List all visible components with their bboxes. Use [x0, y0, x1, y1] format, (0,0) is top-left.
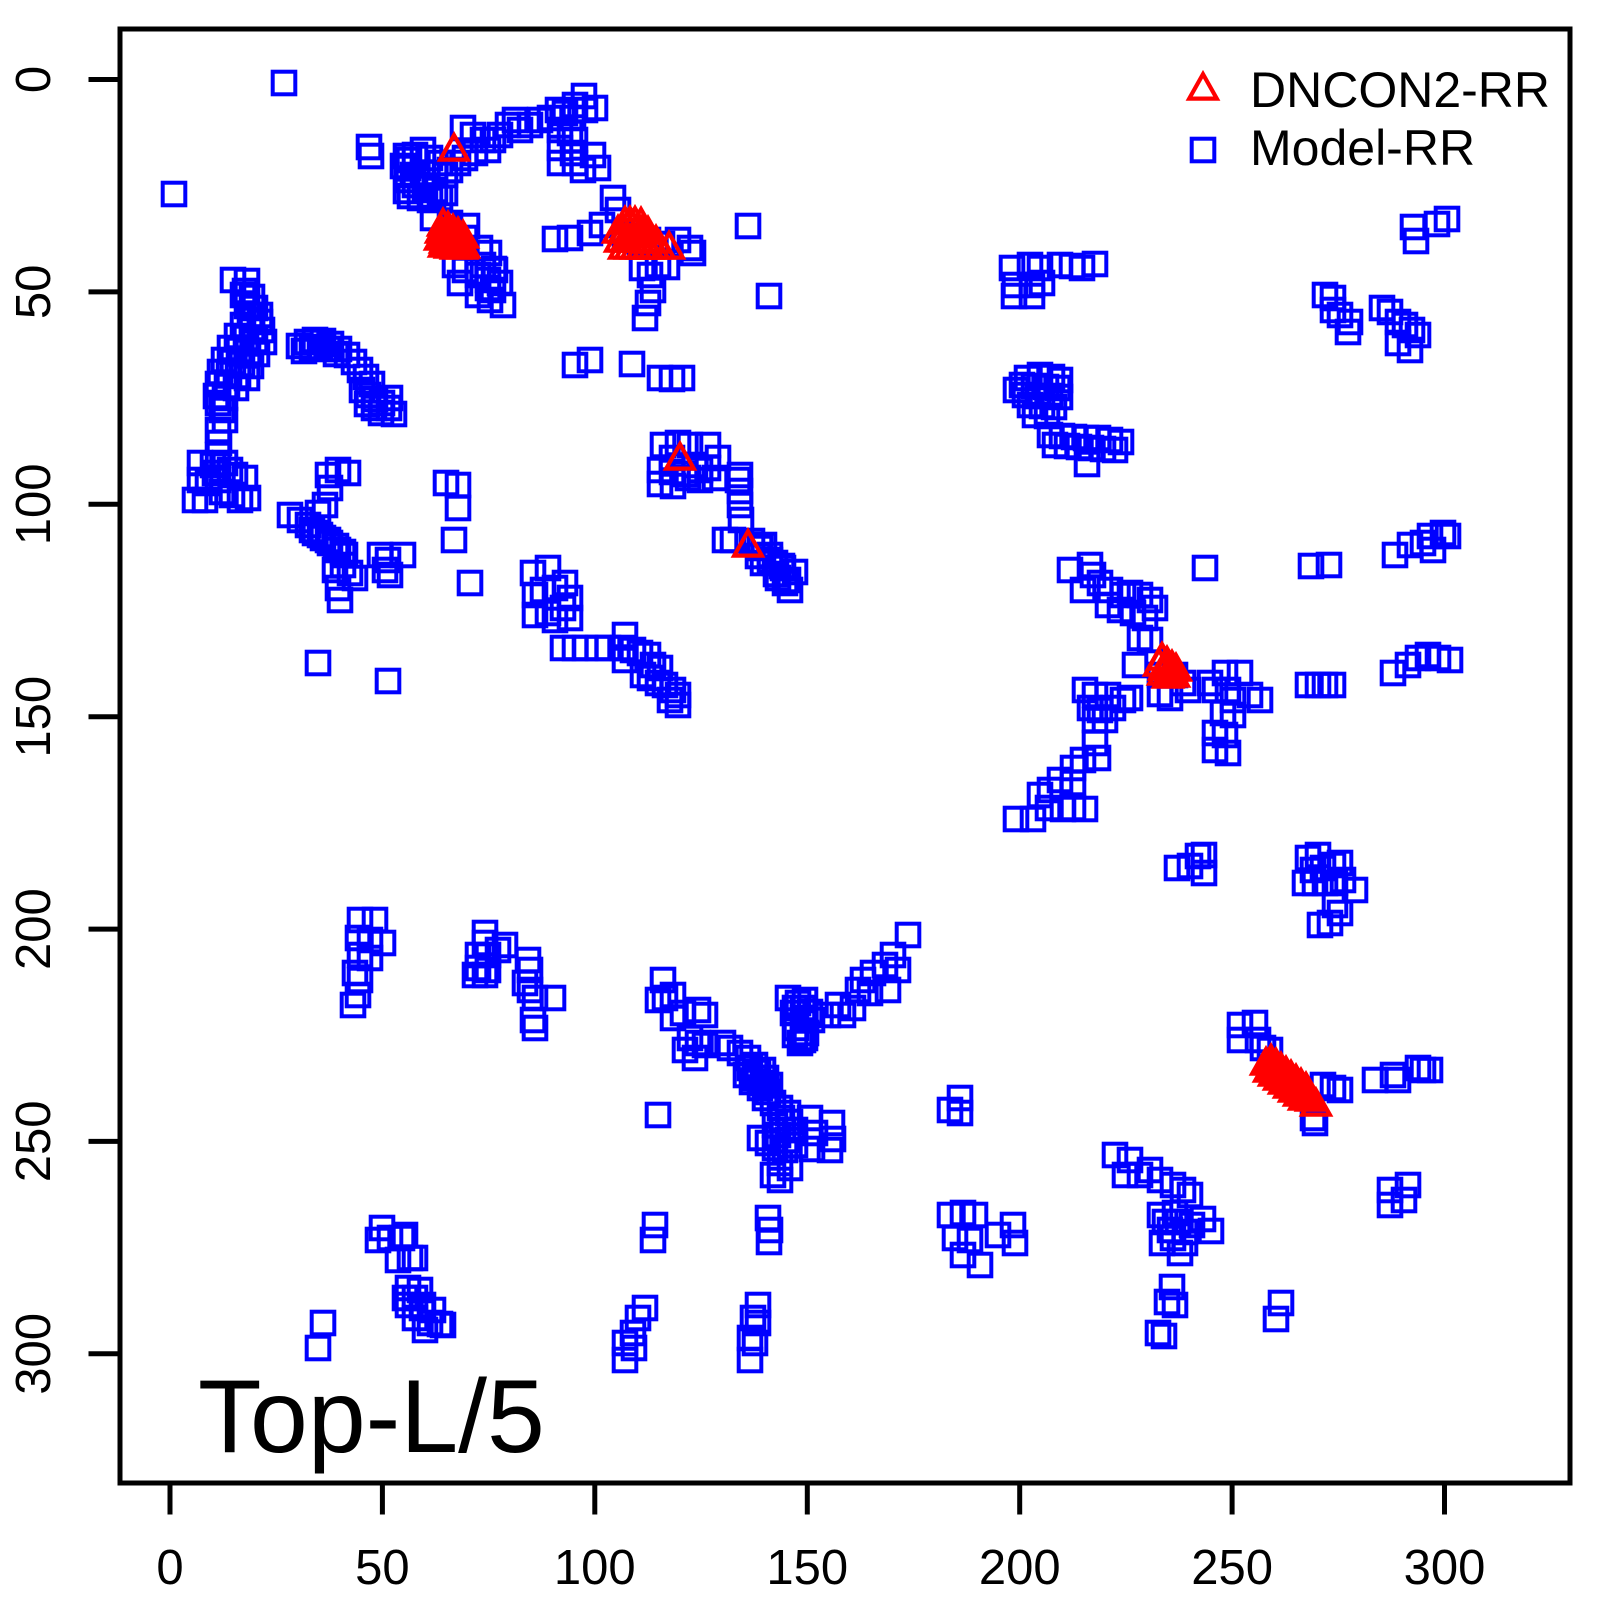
svg-text:200: 200: [979, 1541, 1061, 1595]
svg-text:300: 300: [1404, 1541, 1486, 1595]
svg-text:Model-RR: Model-RR: [1250, 120, 1475, 176]
svg-text:100: 100: [554, 1541, 636, 1595]
svg-text:150: 150: [766, 1541, 848, 1595]
svg-text:50: 50: [7, 265, 61, 320]
svg-text:DNCON2-RR: DNCON2-RR: [1250, 62, 1550, 118]
svg-text:Top-L/5: Top-L/5: [198, 1359, 545, 1475]
svg-text:250: 250: [7, 1101, 61, 1183]
svg-text:300: 300: [7, 1313, 61, 1395]
svg-text:150: 150: [7, 676, 61, 758]
svg-text:0: 0: [7, 66, 61, 93]
svg-text:250: 250: [1191, 1541, 1273, 1595]
svg-text:200: 200: [7, 888, 61, 970]
svg-text:100: 100: [7, 463, 61, 545]
svg-text:50: 50: [355, 1541, 410, 1595]
svg-text:0: 0: [156, 1541, 183, 1595]
